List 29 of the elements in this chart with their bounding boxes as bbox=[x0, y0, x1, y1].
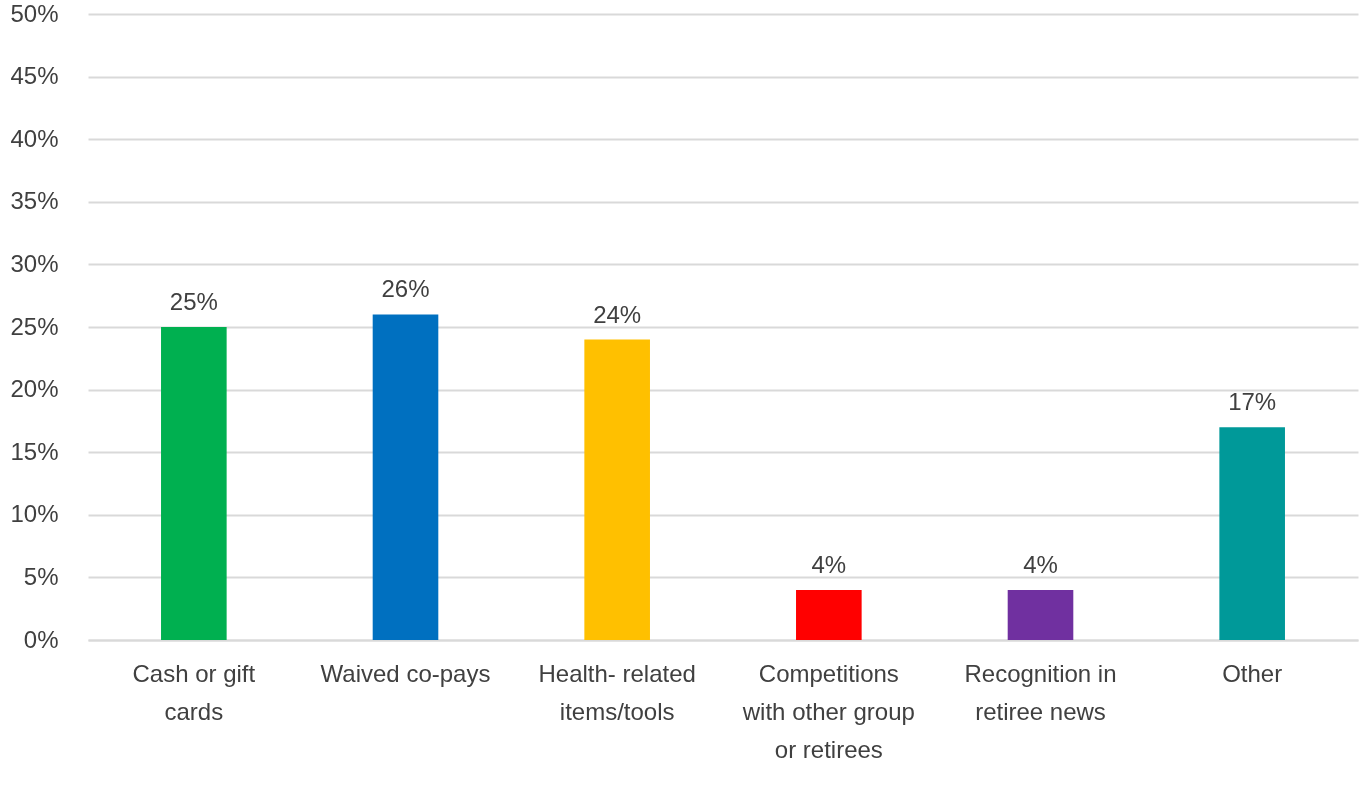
x-tick-label: Cash or gift cards bbox=[132, 659, 256, 725]
y-tick-label: 15% bbox=[10, 437, 59, 465]
data-label: 25% bbox=[169, 288, 218, 315]
y-tick-label: 50% bbox=[10, 0, 59, 27]
y-tick-label: 0% bbox=[23, 625, 59, 653]
x-tick-label: Recognition in retiree news bbox=[964, 659, 1117, 725]
bar bbox=[584, 339, 650, 640]
bar bbox=[796, 589, 862, 640]
y-tick-label: 45% bbox=[10, 62, 59, 90]
data-label: 26% bbox=[381, 275, 430, 303]
data-label: 4% bbox=[1023, 550, 1058, 578]
bar bbox=[161, 327, 227, 640]
x-tick-label: Health- related items/tools bbox=[538, 659, 696, 725]
bar bbox=[1219, 427, 1285, 640]
data-label: 24% bbox=[593, 300, 642, 328]
data-label: 17% bbox=[1228, 388, 1277, 416]
x-tick-label: Other bbox=[1222, 659, 1283, 687]
y-tick-label: 20% bbox=[10, 375, 59, 403]
y-tick-label: 30% bbox=[10, 249, 59, 277]
bar bbox=[1007, 589, 1074, 640]
y-tick-label: 35% bbox=[10, 187, 59, 215]
y-tick-label: 40% bbox=[10, 124, 59, 152]
bar bbox=[372, 314, 439, 640]
y-tick-label: 10% bbox=[10, 500, 59, 528]
y-tick-label: 25% bbox=[10, 312, 59, 340]
x-tick-label: Waived co-pays bbox=[320, 659, 491, 687]
y-tick-label: 5% bbox=[23, 562, 59, 590]
data-label: 4% bbox=[811, 550, 847, 578]
x-tick-label: Competitions with other group or retirees bbox=[741, 659, 915, 763]
